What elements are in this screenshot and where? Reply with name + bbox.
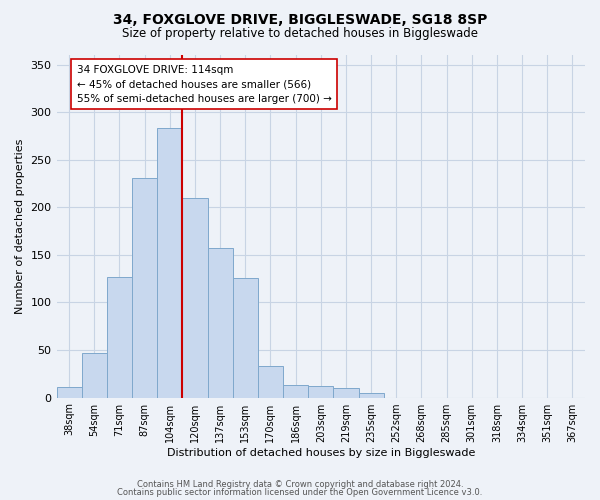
Bar — [334, 388, 359, 398]
Text: 34 FOXGLOVE DRIVE: 114sqm
← 45% of detached houses are smaller (566)
55% of semi: 34 FOXGLOVE DRIVE: 114sqm ← 45% of detac… — [77, 64, 332, 104]
Text: Contains HM Land Registry data © Crown copyright and database right 2024.: Contains HM Land Registry data © Crown c… — [137, 480, 463, 489]
Bar — [208, 248, 233, 398]
Bar — [233, 278, 258, 398]
Bar — [258, 366, 283, 398]
Bar — [283, 385, 308, 398]
Text: Contains public sector information licensed under the Open Government Licence v3: Contains public sector information licen… — [118, 488, 482, 497]
Bar — [107, 276, 132, 398]
Bar — [308, 386, 334, 398]
Bar — [157, 128, 182, 398]
Text: Size of property relative to detached houses in Biggleswade: Size of property relative to detached ho… — [122, 28, 478, 40]
Bar — [182, 198, 208, 398]
Bar — [359, 393, 383, 398]
Text: 34, FOXGLOVE DRIVE, BIGGLESWADE, SG18 8SP: 34, FOXGLOVE DRIVE, BIGGLESWADE, SG18 8S… — [113, 12, 487, 26]
Bar — [132, 178, 157, 398]
Y-axis label: Number of detached properties: Number of detached properties — [15, 138, 25, 314]
Bar — [56, 387, 82, 398]
X-axis label: Distribution of detached houses by size in Biggleswade: Distribution of detached houses by size … — [167, 448, 475, 458]
Bar — [82, 353, 107, 398]
